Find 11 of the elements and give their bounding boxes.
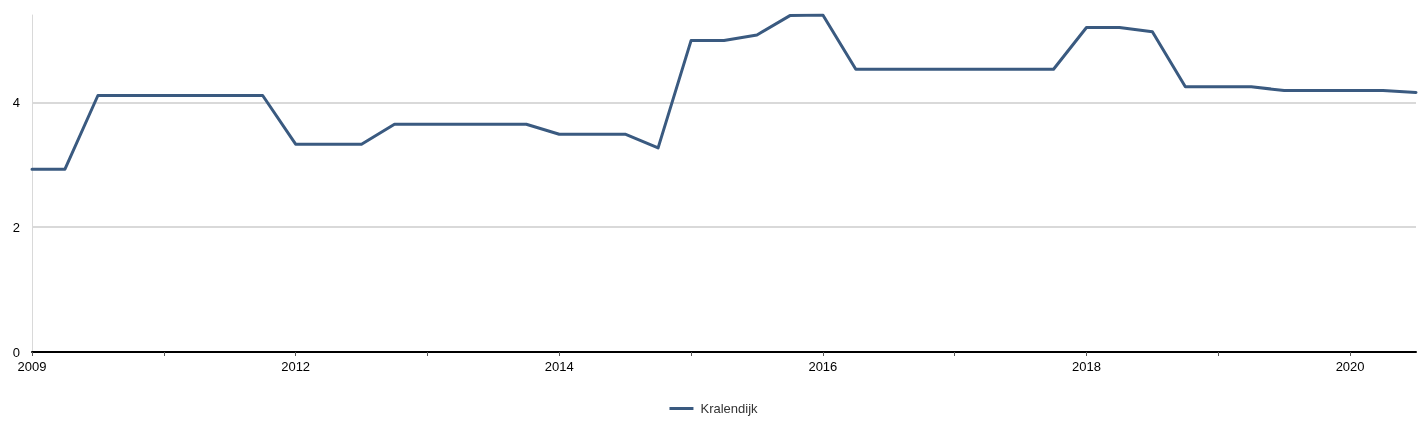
x-tick-label: 2020 xyxy=(1335,359,1365,374)
x-tick-label: 2016 xyxy=(808,359,838,374)
y-tick-label: 4 xyxy=(12,94,20,110)
x-tick-label: 2009 xyxy=(17,359,47,374)
legend-label: Kralendijk xyxy=(700,401,759,416)
x-tick-label: 2018 xyxy=(1072,359,1101,374)
y-tick-label: 2 xyxy=(12,219,20,235)
line-series xyxy=(30,13,1418,171)
x-tick-label: 2014 xyxy=(544,359,574,374)
x-tick-label: 2012 xyxy=(281,359,311,374)
y-tick-label: 0 xyxy=(12,344,20,360)
